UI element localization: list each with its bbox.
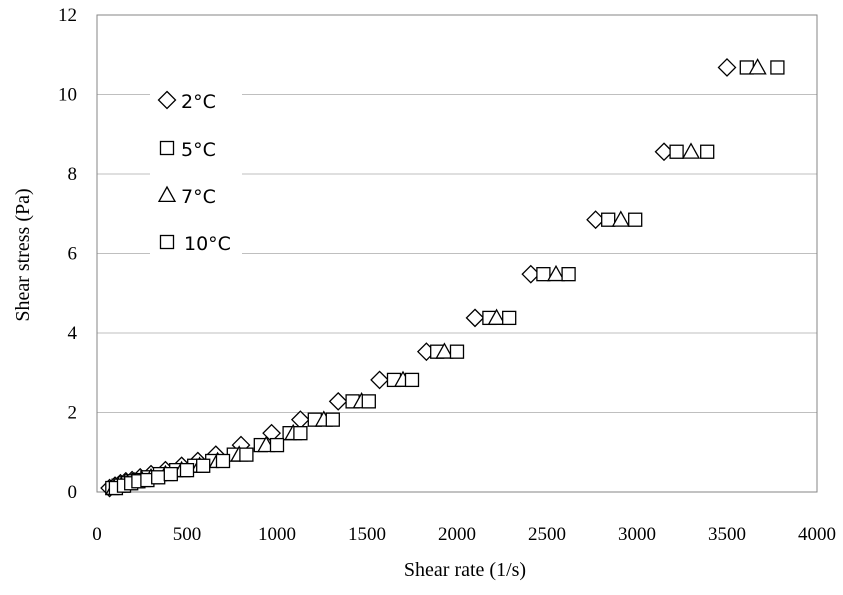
legend-label: 2°C xyxy=(181,91,216,113)
x-tick-label: 2000 xyxy=(438,524,476,545)
x-axis-title: Shear rate (1/s) xyxy=(404,559,526,581)
x-tick-label: 4000 xyxy=(798,524,836,545)
square-icon xyxy=(159,234,175,250)
data-point xyxy=(449,344,465,359)
data-point xyxy=(487,308,506,325)
y-tick-label: 8 xyxy=(68,164,78,185)
data-point xyxy=(215,453,231,469)
y-tick-labels: 0 2 4 6 8 10 12 xyxy=(58,5,78,503)
data-point xyxy=(293,426,308,441)
x-tick-label: 0 xyxy=(92,524,102,545)
data-point xyxy=(465,308,485,328)
series-4 xyxy=(108,60,785,496)
y-tick-label: 12 xyxy=(58,5,77,26)
data-point xyxy=(748,58,767,75)
data-point xyxy=(328,391,348,411)
legend-label: 7°C xyxy=(181,186,216,208)
data-point xyxy=(611,210,630,227)
data-point xyxy=(196,458,211,473)
data-point xyxy=(536,267,551,282)
data-point xyxy=(628,212,643,227)
data-point xyxy=(404,372,420,388)
legend-label: 10°C xyxy=(184,233,231,255)
data-point xyxy=(669,144,684,159)
x-tick-label: 3000 xyxy=(618,524,656,545)
data-point xyxy=(435,342,454,359)
y-tick-label: 10 xyxy=(58,85,77,106)
y-axis-title: Shear stress (Pa) xyxy=(12,188,34,321)
data-point xyxy=(269,437,285,453)
data-point xyxy=(502,310,517,326)
legend-entry: 10°C xyxy=(159,233,231,255)
legend-entry: 5°C xyxy=(159,139,216,161)
data-markers xyxy=(100,58,785,498)
data-point xyxy=(681,142,701,159)
legend-items: 2°C 5°C 7°C 10°C xyxy=(157,90,231,255)
x-tick-labels: 0 500 1000 1500 2000 2500 3000 3500 4000 xyxy=(92,524,836,545)
data-point xyxy=(163,466,178,482)
data-point xyxy=(601,212,616,227)
triangle-icon xyxy=(157,185,177,203)
data-point xyxy=(151,470,166,485)
x-tick-label: 500 xyxy=(173,524,202,545)
data-point xyxy=(361,394,376,409)
diamond-icon xyxy=(157,90,177,110)
y-tick-label: 2 xyxy=(68,403,78,424)
legend-entry: 7°C xyxy=(157,185,216,208)
axes xyxy=(96,14,818,493)
legend-background xyxy=(150,84,242,262)
y-tick-label: 0 xyxy=(68,482,78,503)
legend-label: 5°C xyxy=(181,139,216,161)
data-point xyxy=(325,412,340,427)
data-point xyxy=(370,370,390,390)
legend-entry: 2°C xyxy=(157,90,216,113)
data-point xyxy=(546,264,566,282)
x-tick-label: 1000 xyxy=(258,524,296,545)
plot-area-border xyxy=(96,14,818,493)
square-icon xyxy=(159,140,175,156)
y-tick-label: 6 xyxy=(68,244,78,265)
legend: 2°C 5°C 7°C 10°C xyxy=(150,84,242,262)
data-point xyxy=(770,60,785,75)
data-point xyxy=(700,144,715,159)
data-point xyxy=(179,462,195,478)
data-point xyxy=(239,447,254,462)
x-tick-label: 1500 xyxy=(348,524,386,545)
y-tick-label: 4 xyxy=(68,323,78,344)
data-point xyxy=(717,58,737,77)
x-tick-label: 2500 xyxy=(528,524,566,545)
data-point xyxy=(561,267,576,282)
x-tick-label: 3500 xyxy=(708,524,746,545)
